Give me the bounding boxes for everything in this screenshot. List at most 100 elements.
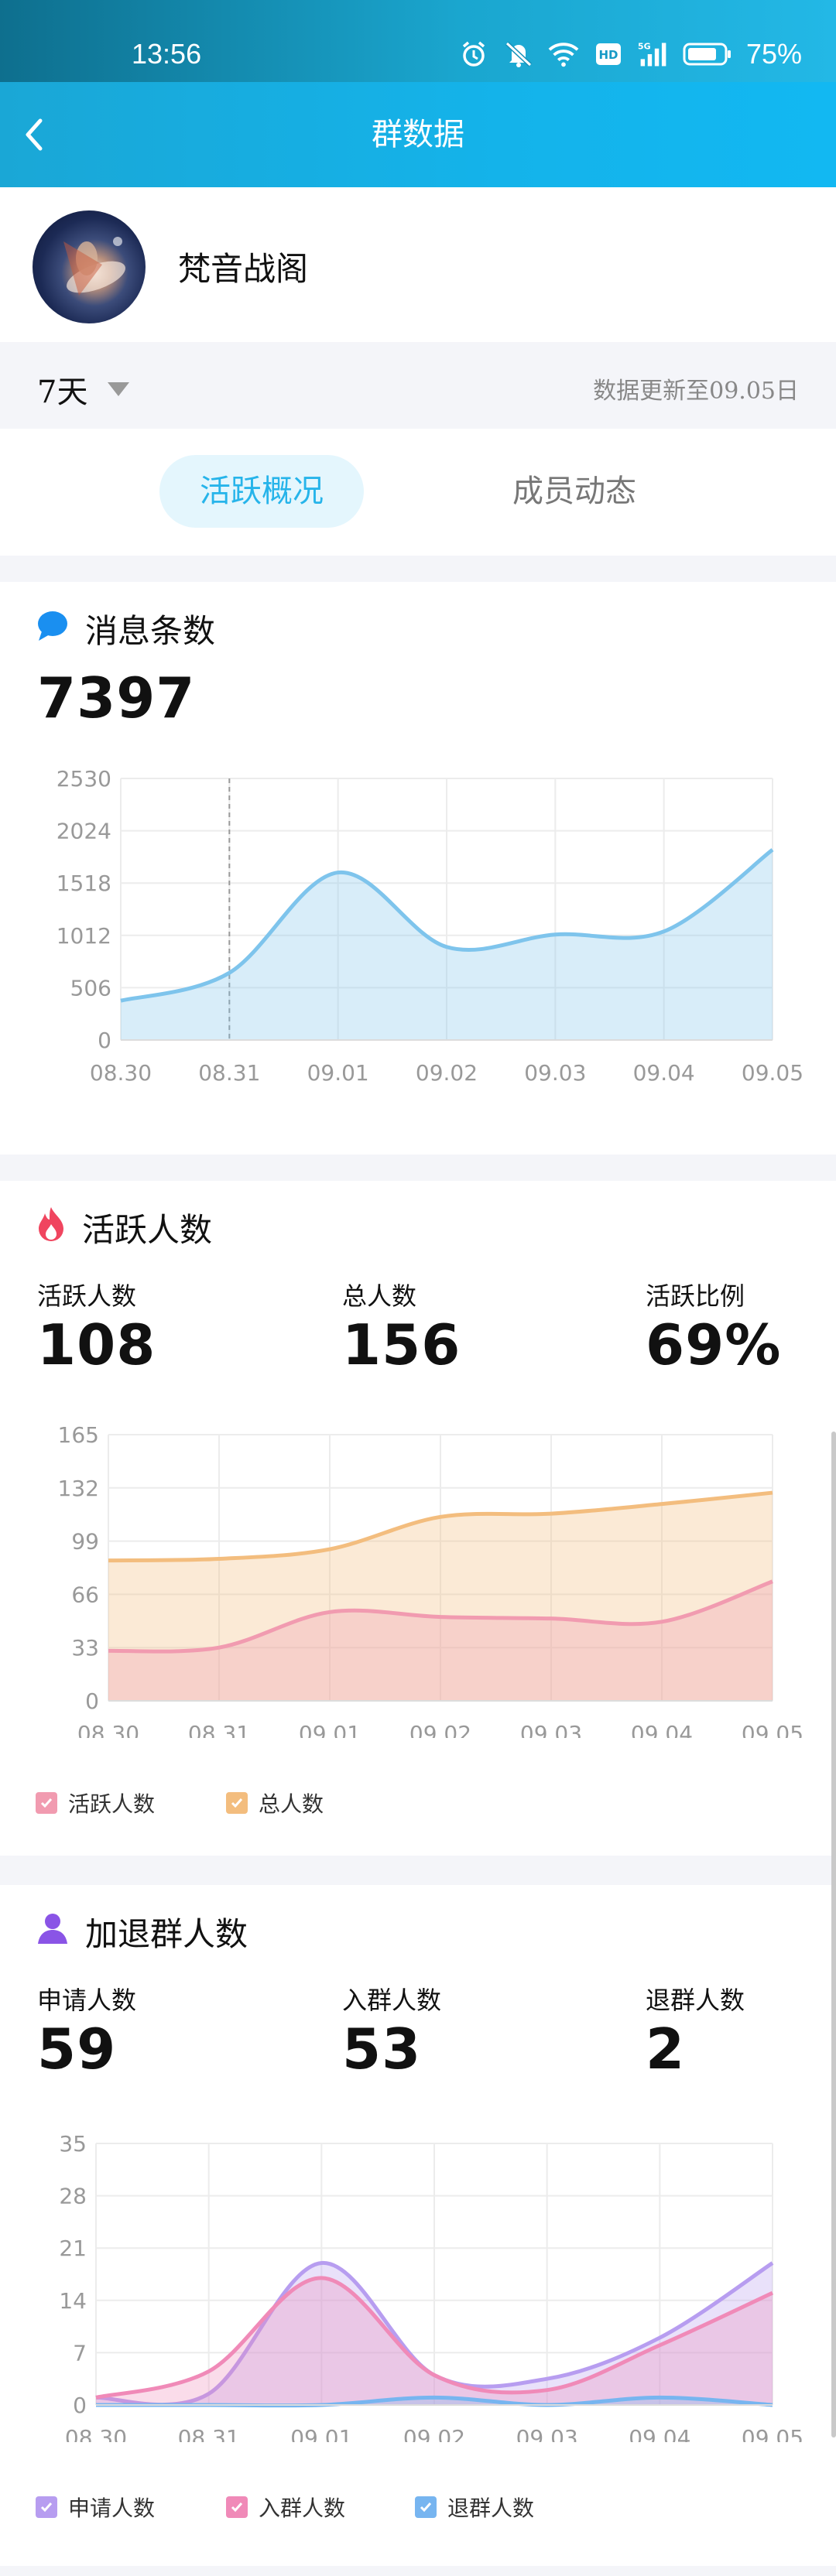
legend-label: 入群人数 bbox=[259, 2496, 346, 2521]
stat-label-joined: 入群人数 bbox=[342, 1986, 442, 2015]
tab-activity-overview[interactable]: 活跃概况 bbox=[159, 455, 364, 528]
y-tick-label: 21 bbox=[59, 2236, 87, 2261]
user-icon bbox=[36, 1911, 70, 1953]
series-line bbox=[108, 1490, 773, 1563]
status-time: 13:56 bbox=[132, 38, 202, 70]
caret-down-icon bbox=[108, 382, 130, 396]
joins-header: 加退群人数 bbox=[36, 1908, 248, 1955]
title-bar: 群数据 bbox=[0, 82, 836, 187]
legend-item-joined[interactable]: 入群人数 bbox=[226, 2492, 345, 2523]
legend-item-left[interactable]: 退群人数 bbox=[415, 2492, 534, 2523]
back-button[interactable] bbox=[12, 111, 59, 158]
battery-percent: 75% bbox=[745, 38, 802, 70]
y-tick-label: 132 bbox=[58, 1476, 99, 1501]
y-tick-label: 28 bbox=[59, 2184, 87, 2209]
legend-item-total[interactable]: 总人数 bbox=[226, 1787, 324, 1818]
messages-title: 消息条数 bbox=[85, 612, 216, 650]
x-tick-label: 08.31 bbox=[198, 1060, 260, 1086]
tab-member-dynamics[interactable]: 成员动态 bbox=[512, 474, 636, 509]
chat-bubble-icon bbox=[36, 608, 70, 650]
active-title: 活跃人数 bbox=[82, 1211, 213, 1249]
mute-icon bbox=[503, 39, 534, 70]
y-tick-label: 0 bbox=[98, 1028, 111, 1053]
stat-label-apply: 申请人数 bbox=[37, 1986, 137, 2015]
stat-value-joined: 53 bbox=[342, 2017, 422, 2082]
y-tick-label: 1012 bbox=[57, 923, 111, 949]
x-tick-label: 09.02 bbox=[409, 1721, 471, 1738]
checkbox-icon bbox=[415, 2496, 437, 2518]
x-tick-label: 09.05 bbox=[742, 1060, 803, 1086]
legend-label: 退群人数 bbox=[447, 2496, 535, 2521]
checkbox-icon bbox=[36, 2496, 57, 2518]
x-tick-label: 09.03 bbox=[524, 1060, 586, 1086]
x-tick-label: 09.04 bbox=[629, 2425, 690, 2442]
x-tick-label: 08.31 bbox=[178, 2425, 240, 2442]
messages-header: 消息条数 bbox=[36, 605, 215, 652]
y-tick-label: 2024 bbox=[57, 819, 111, 844]
group-profile: 梵音战阁 bbox=[0, 187, 836, 342]
stat-value-total: 156 bbox=[342, 1312, 461, 1377]
x-tick-label: 08.30 bbox=[65, 2425, 127, 2442]
status-bar: 13:56 HD 5G 75% bbox=[0, 0, 836, 82]
battery-icon bbox=[683, 39, 732, 70]
range-value: 7天 bbox=[37, 375, 88, 410]
alarm-icon bbox=[458, 39, 489, 70]
x-tick-label: 09.05 bbox=[742, 1721, 803, 1738]
wifi-icon bbox=[548, 39, 579, 70]
hd-icon: HD bbox=[593, 39, 624, 70]
active-chart: 165 132 99 66 33 0 08.30 08.31 09.01 09.02 09.03 09… bbox=[58, 1422, 804, 1738]
stat-label-active: 活跃人数 bbox=[37, 1281, 137, 1311]
y-tick-label: 35 bbox=[59, 2131, 87, 2157]
svg-text:5G: 5G bbox=[638, 42, 651, 52]
y-tick-label: 7 bbox=[73, 2340, 87, 2366]
x-tick-label: 09.02 bbox=[416, 1060, 478, 1086]
y-tick-label: 14 bbox=[59, 2288, 87, 2314]
x-tick-label: 09.04 bbox=[633, 1060, 695, 1086]
group-name: 梵音战阁 bbox=[178, 250, 309, 288]
messages-chart: 2530 2024 1518 1012 506 0 08.30 08.31 09.01 09.02… bbox=[57, 766, 803, 1086]
5g-signal-icon: 5G bbox=[638, 39, 669, 70]
x-tick-label: 08.31 bbox=[188, 1721, 250, 1738]
active-card: 活跃人数 活跃人数 总人数 活跃比例 108 156 69% 165 132 99 6… bbox=[0, 1181, 836, 1856]
y-tick-label: 506 bbox=[70, 975, 111, 1001]
series-area bbox=[108, 1493, 773, 1701]
y-tick-label: 0 bbox=[85, 1688, 99, 1714]
legend-item-apply[interactable]: 申请人数 bbox=[36, 2492, 155, 2523]
stat-label-ratio: 活跃比例 bbox=[646, 1281, 745, 1311]
messages-card: 消息条数 7397 2530 2024 1518 1012 506 0 08.30 08.31… bbox=[0, 582, 836, 1155]
messages-total: 7397 bbox=[37, 665, 196, 730]
y-tick-label: 2530 bbox=[57, 766, 111, 792]
y-tick-label: 0 bbox=[73, 2393, 87, 2418]
legend-label: 活跃人数 bbox=[68, 1791, 156, 1817]
joins-title: 加退群人数 bbox=[85, 1915, 248, 1953]
y-tick-label: 99 bbox=[71, 1529, 99, 1555]
x-tick-label: 09.05 bbox=[742, 2425, 803, 2442]
scrollbar[interactable] bbox=[831, 1432, 836, 2437]
x-tick-label: 09.04 bbox=[631, 1721, 693, 1738]
fire-icon bbox=[36, 1206, 67, 1250]
joins-chart: 35 28 21 14 7 0 08.30 08.31 09.01 09.02 09.03 09.04… bbox=[59, 2131, 803, 2442]
stat-value-apply: 59 bbox=[37, 2017, 117, 2082]
x-tick-label: 09.01 bbox=[307, 1060, 369, 1086]
x-tick-label: 09.02 bbox=[403, 2425, 465, 2442]
avatar[interactable] bbox=[33, 210, 146, 323]
stat-value-ratio: 69% bbox=[646, 1312, 782, 1377]
svg-text:HD: HD bbox=[598, 48, 618, 62]
legend-label: 申请人数 bbox=[68, 2496, 156, 2521]
joins-card: 加退群人数 申请人数 入群人数 退群人数 59 53 2 35 28 21 14 7 0 0… bbox=[0, 1885, 836, 2566]
x-tick-label: 08.30 bbox=[77, 1721, 139, 1738]
range-select[interactable]: 7天 bbox=[37, 367, 130, 412]
stat-value-active: 108 bbox=[37, 1312, 156, 1377]
stat-value-left: 2 bbox=[646, 2017, 686, 2082]
filter-bar: 7天 数据更新至09.05日 bbox=[0, 342, 836, 429]
y-tick-label: 66 bbox=[71, 1582, 99, 1607]
series-area bbox=[96, 2263, 773, 2405]
x-tick-label: 08.30 bbox=[90, 1060, 152, 1086]
legend-item-active[interactable]: 活跃人数 bbox=[36, 1787, 155, 1818]
chevron-left-icon bbox=[26, 118, 43, 151]
y-tick-label: 33 bbox=[71, 1635, 99, 1661]
update-note: 数据更新至09.05日 bbox=[593, 378, 799, 405]
y-tick-label: 1518 bbox=[57, 871, 111, 896]
x-tick-label: 09.03 bbox=[520, 1721, 582, 1738]
checkbox-icon bbox=[36, 1792, 57, 1814]
